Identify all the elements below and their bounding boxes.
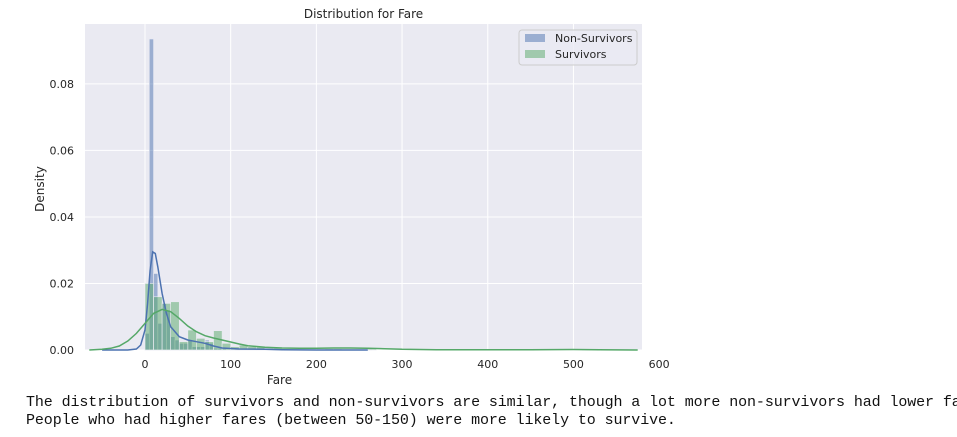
fare-distribution-chart: 0 100 200 300 400 500 600 0.00 0.02 0.04 0.06 0.08 D…	[33, 7, 670, 387]
legend-swatch-non-survivors	[525, 34, 545, 42]
y-tick-label: 0.08	[50, 78, 75, 91]
x-tick-label: 300	[392, 358, 413, 371]
hist-bar-survivors	[178, 341, 189, 351]
hist-bar-survivors	[153, 296, 163, 351]
y-tick-label: 0.04	[50, 211, 75, 224]
y-tick-label: 0.06	[50, 144, 75, 157]
hist-bar-survivors	[170, 301, 180, 351]
x-tick-label: 0	[141, 358, 148, 371]
legend-label-survivors: Survivors	[555, 48, 607, 61]
x-tick-label: 100	[220, 358, 241, 371]
chart-svg: 0 100 200 300 400 500 600 0.00 0.02 0.04 0.06 0.08 D…	[33, 7, 670, 387]
hist-bar-survivors	[196, 338, 206, 351]
x-axis-label: Fare	[267, 373, 292, 387]
legend-swatch-survivors	[525, 50, 545, 58]
kde-line-survivors	[89, 308, 638, 351]
y-tick-label: 0.00	[50, 344, 75, 357]
legend-label-non-survivors: Non-Survivors	[555, 32, 633, 45]
x-tick-label: 600	[649, 358, 670, 371]
y-tick-label: 0.02	[50, 277, 75, 290]
plot-area	[85, 24, 642, 350]
legend-box	[518, 29, 638, 66]
caption-line-2: People who had higher fares (between 50-…	[26, 412, 676, 429]
kde-line-non-survivors	[102, 250, 368, 351]
x-tick-label: 200	[306, 358, 327, 371]
y-axis-label: Density	[33, 166, 47, 212]
chart-title: Distribution for Fare	[304, 7, 423, 21]
x-tick-label: 500	[563, 358, 584, 371]
x-tick-label: 400	[477, 358, 498, 371]
caption-line-1: The distribution of survivors and non-su…	[26, 394, 957, 411]
